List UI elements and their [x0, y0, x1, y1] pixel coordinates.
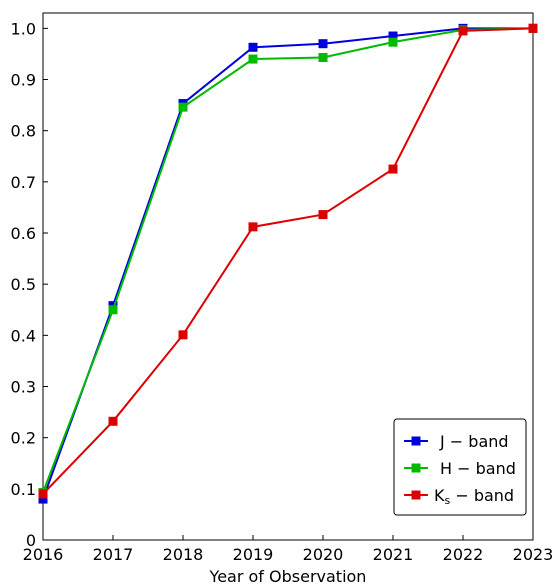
- x-tick-label: 2023: [513, 545, 553, 564]
- data-point: [318, 210, 328, 220]
- data-point: [388, 31, 398, 41]
- legend-marker: [411, 463, 421, 473]
- y-tick-label: 0.3: [11, 378, 36, 397]
- data-point: [388, 37, 398, 47]
- data-point: [388, 164, 398, 174]
- y-axis: 0 0.1 0.2 0.3 0.4 0.5 0.6 0.7 0.8 0.9 1.0: [11, 19, 48, 550]
- data-point: [458, 26, 468, 36]
- data-point: [38, 494, 48, 504]
- data-point: [318, 39, 328, 49]
- data-point: [248, 222, 258, 232]
- y-tick-label: 0.6: [11, 224, 36, 243]
- legend-marker: [411, 490, 421, 500]
- series-group: [38, 23, 538, 504]
- data-point: [248, 54, 258, 64]
- y-tick-label: 0.4: [11, 326, 36, 345]
- legend-label: J − band: [439, 432, 509, 451]
- y-tick-label: 0.9: [11, 71, 36, 90]
- x-tick-label: 2021: [373, 545, 414, 564]
- y-tick-label: 0.8: [11, 122, 36, 141]
- plot-area-frame: [42, 12, 534, 541]
- data-point: [108, 305, 118, 315]
- y-tick-label: 1.0: [11, 19, 36, 38]
- x-tick-label: 2022: [443, 545, 484, 564]
- legend-label: H − band: [440, 459, 516, 478]
- y-tick-label: 0.7: [11, 173, 36, 192]
- legend-marker: [411, 436, 421, 446]
- series-line: [42, 27, 534, 495]
- y-tick-label: 0: [26, 531, 36, 550]
- data-point: [108, 416, 118, 426]
- y-tick-label: 0.5: [11, 275, 36, 294]
- series-line: [42, 27, 533, 500]
- data-point: [318, 53, 328, 63]
- x-tick-label: 2018: [163, 545, 204, 564]
- data-point: [528, 23, 538, 33]
- y-tick-label: 0.2: [11, 429, 36, 448]
- x-tick-label: 2020: [303, 545, 344, 564]
- x-tick-label: 2016: [23, 545, 64, 564]
- x-axis: 2016 2017 2018 2019 2020 2021 2022 2023: [23, 535, 553, 564]
- data-point: [38, 489, 48, 499]
- legend-label: Ks − band: [434, 486, 514, 507]
- data-point: [248, 42, 258, 52]
- x-tick-label: 2019: [233, 545, 274, 564]
- series-line: [42, 27, 534, 493]
- y-tick-label: 0.1: [11, 480, 36, 499]
- x-axis-label: Year of Observation: [209, 567, 367, 586]
- data-point: [178, 102, 188, 112]
- x-tick-label: 2017: [93, 545, 134, 564]
- data-point: [178, 330, 188, 340]
- legend: J − band H − band Ks − band: [393, 418, 527, 516]
- legend-box: [393, 418, 527, 516]
